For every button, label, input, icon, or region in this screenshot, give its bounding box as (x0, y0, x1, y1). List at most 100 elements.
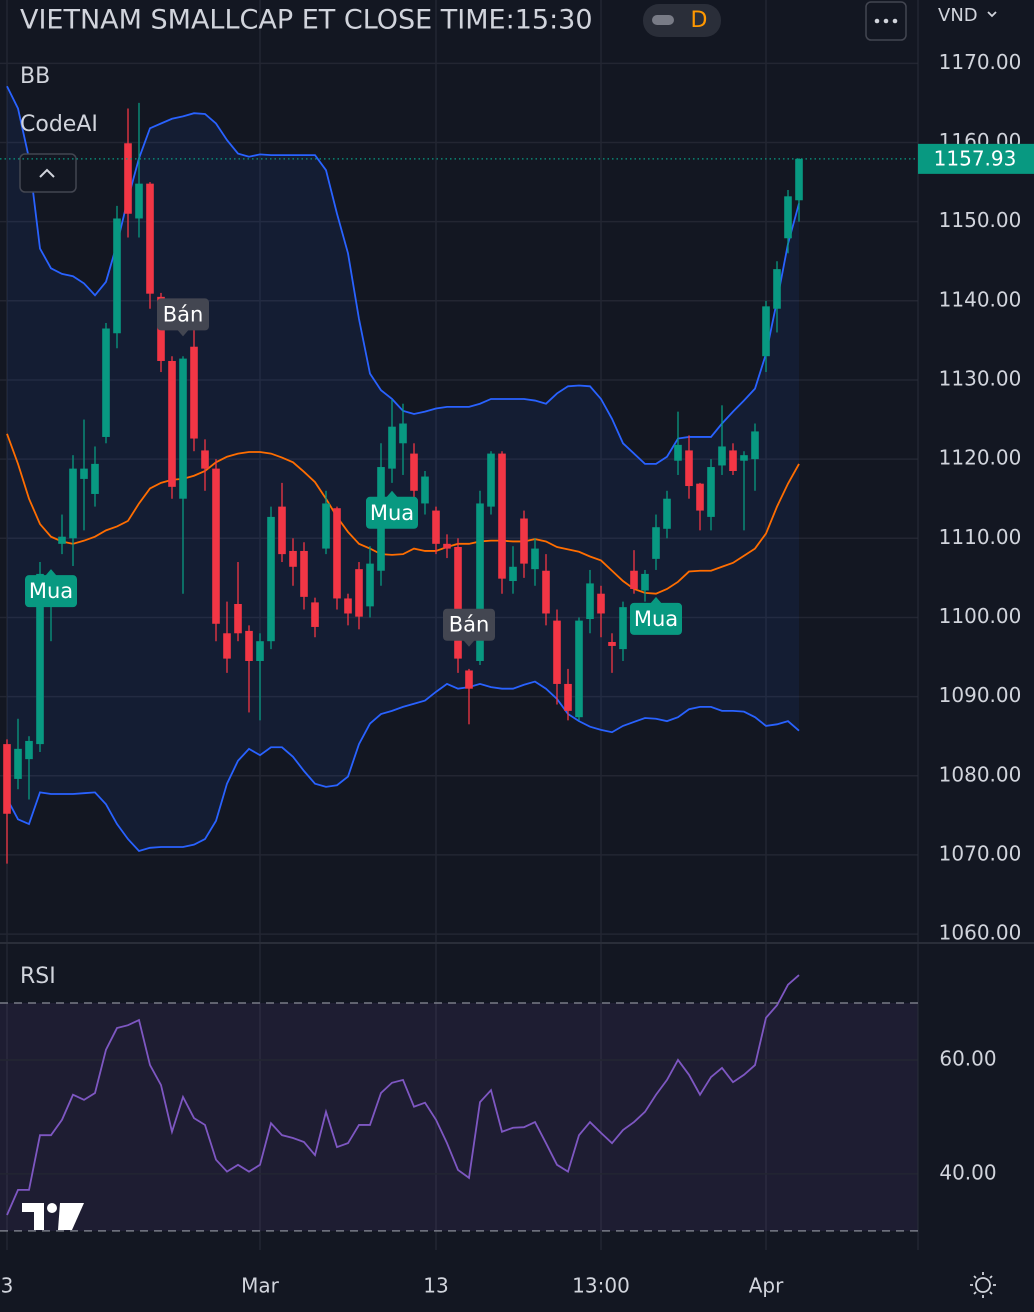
candle-body (25, 740, 33, 760)
candle-body (586, 583, 594, 620)
candle-body (234, 603, 242, 634)
candle-body (487, 453, 495, 507)
candle-body (520, 518, 528, 564)
dot (874, 18, 880, 24)
candle-body (212, 468, 220, 624)
dot (892, 18, 898, 24)
candle-body (146, 183, 154, 294)
candle-body (696, 483, 704, 511)
candle-body (190, 346, 198, 439)
candle-body (685, 450, 693, 487)
candle-body (223, 633, 231, 659)
candle-body (542, 570, 550, 614)
candle-body (179, 358, 187, 499)
last-price-label: 1157.93 (934, 146, 1017, 170)
candle-body (135, 183, 143, 219)
currency-caret (987, 11, 997, 18)
signal-pointer (463, 639, 475, 647)
candle-body (619, 607, 627, 650)
symbol-title: VIETNAM SMALLCAP ET CLOSE TIME:15:30 (20, 5, 593, 36)
candle-body (3, 744, 11, 814)
more-button[interactable] (865, 1, 907, 41)
candle-body (124, 143, 132, 214)
y-tick-label: 1120.00 (939, 446, 1022, 470)
signal-pointer (650, 596, 662, 604)
candle-body (663, 498, 671, 529)
candle-body (674, 444, 682, 461)
candle-body (531, 548, 539, 570)
candle-body (509, 566, 517, 582)
rsi-line (6, 974, 800, 1216)
signal-label: Bán (449, 613, 490, 637)
candle-body (322, 503, 330, 549)
y-tick-label: 1130.00 (939, 366, 1022, 390)
y-tick-label: 1100.00 (939, 604, 1022, 628)
candle-body (454, 546, 462, 659)
candle-body (564, 683, 572, 711)
toggle-icon (652, 15, 674, 25)
candle-body (421, 476, 429, 504)
candle-body (729, 450, 737, 471)
currency[interactable]: VND (938, 5, 978, 26)
signal-box (25, 575, 77, 608)
signal-pointer (45, 569, 57, 577)
candle-body (784, 196, 792, 239)
candle-body (311, 602, 319, 627)
candle-body (410, 453, 418, 491)
signal-label: Bán (163, 302, 204, 326)
candle-body (443, 543, 451, 549)
last-price-box (918, 143, 1034, 174)
overlay-line (6, 680, 800, 852)
y-tick-label: 60.00 (939, 1046, 996, 1070)
logo-part (58, 1203, 84, 1230)
candle-body (432, 510, 440, 544)
logo-part (47, 1203, 57, 1213)
candle-body (597, 593, 605, 614)
x-tick-label: Apr (749, 1274, 784, 1298)
candle-body (36, 573, 44, 745)
candle-body (465, 670, 473, 689)
y-tick-label: 1140.00 (939, 287, 1022, 311)
y-tick-label: 40.00 (939, 1160, 996, 1184)
signal-box (630, 602, 682, 635)
x-tick-label: 13:00 (572, 1274, 630, 1298)
candle-body (278, 506, 286, 555)
candle-body (366, 563, 374, 607)
back-layer (0, 0, 918, 1250)
signal-pointer (177, 329, 189, 337)
candle-body (652, 527, 660, 559)
candle-body (14, 748, 22, 779)
candle-body (608, 641, 616, 646)
candle-body (641, 573, 649, 591)
x-tick-label: 3 (1, 1274, 14, 1298)
indicator-label: BB (20, 64, 50, 89)
logo-part (22, 1203, 44, 1230)
y-tick-label: 1170.00 (939, 50, 1022, 74)
candle-body (773, 269, 781, 309)
y-tick-label: 1070.00 (939, 841, 1022, 865)
candle-body (102, 328, 110, 437)
signal-box (157, 298, 209, 331)
interval-pill[interactable] (643, 4, 721, 37)
candle-body (740, 455, 748, 461)
signal-label: Mua (29, 579, 73, 603)
signal-pointer (386, 490, 398, 498)
collapse-button[interactable] (19, 153, 77, 193)
candle-body (256, 641, 264, 661)
y-tick-label: 1060.00 (939, 921, 1022, 945)
collapse-caret (39, 168, 55, 178)
overlay-line (6, 433, 800, 595)
y-tick-label: 1090.00 (939, 683, 1022, 707)
candle-body (795, 158, 803, 201)
settings-icon[interactable] (970, 1272, 996, 1298)
candle-body (58, 536, 66, 544)
sun-core (975, 1277, 991, 1293)
candle-body (69, 468, 77, 539)
signal-label: Mua (634, 607, 678, 631)
candle-body (289, 550, 297, 567)
candle-body (80, 468, 88, 479)
candle-body (91, 463, 99, 494)
main-layer (3, 85, 803, 1216)
